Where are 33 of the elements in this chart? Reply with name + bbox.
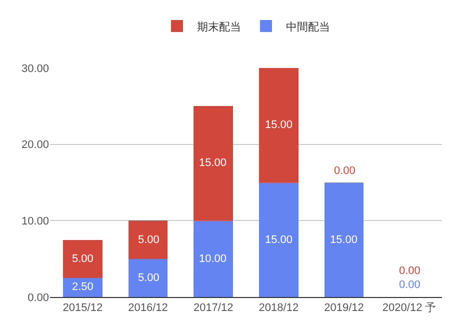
bar: [259, 182, 298, 297]
data-label: 0.00: [334, 165, 356, 177]
y-tick-label: 20.00: [21, 139, 49, 152]
x-tick-label: 2017/12: [193, 302, 234, 314]
data-label: 0.00: [399, 265, 420, 277]
data-label: 0.00: [399, 279, 420, 291]
data-label: 15.00: [199, 157, 227, 169]
y-tick-label: 0.00: [28, 292, 49, 304]
data-label: 15.00: [330, 234, 358, 246]
legend-label: 期末配当: [197, 20, 241, 34]
y-tick-label: 10.00: [21, 216, 49, 228]
bar: [128, 258, 168, 297]
bar: [259, 68, 298, 182]
bar: [324, 182, 364, 297]
data-label: 5.00: [138, 234, 160, 246]
x-tick-label: 2019/12: [324, 302, 364, 314]
bar: [63, 278, 102, 297]
legend-label: 中間配当: [286, 20, 330, 34]
data-label: 5.00: [138, 272, 160, 284]
x-tick-label: 2018/12: [258, 302, 299, 314]
bar: [194, 220, 233, 297]
bar: [194, 106, 233, 221]
data-label: 10.00: [199, 253, 227, 265]
data-label: 15.00: [265, 119, 293, 131]
x-tick-label: 2020/12 予: [382, 302, 436, 314]
data-label: 2.50: [72, 281, 94, 293]
bar: [128, 220, 168, 259]
x-tick-label: 2015/12: [62, 302, 103, 314]
x-tick-label: 2016/12: [128, 302, 168, 314]
data-label: 5.00: [72, 253, 94, 265]
bar: [63, 240, 102, 278]
data-label: 15.00: [265, 234, 293, 246]
y-tick-label: 30.00: [21, 62, 49, 75]
